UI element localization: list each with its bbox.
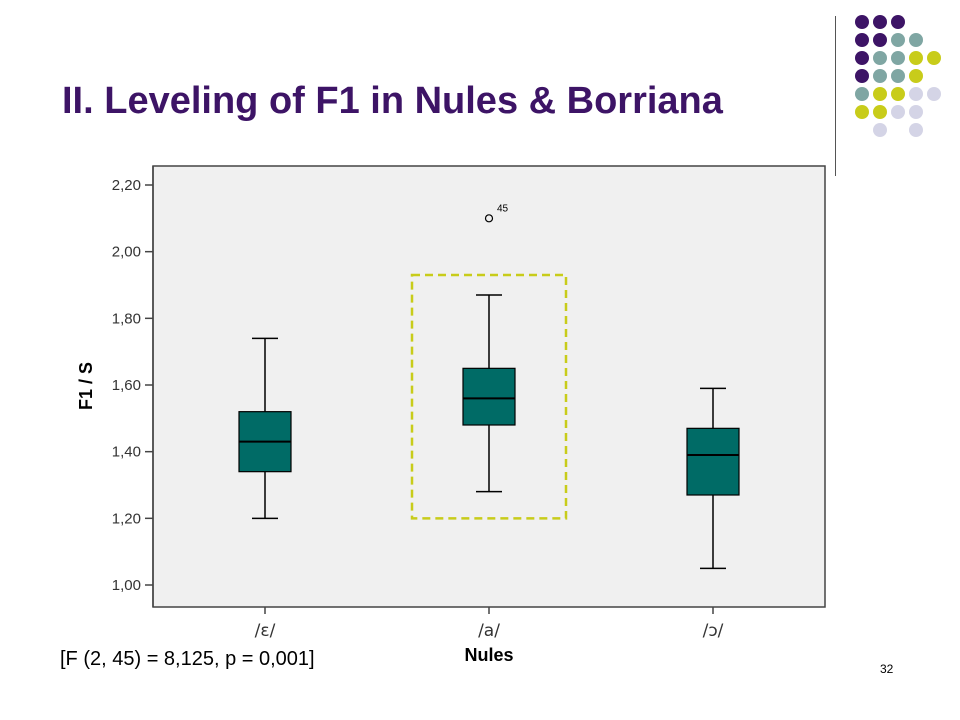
iqr-box (462, 367, 516, 426)
decorative-dot (927, 87, 941, 101)
decorative-dot (909, 51, 923, 65)
decorative-dot (873, 15, 887, 29)
x-tick-label: /ɛ/ (255, 621, 276, 641)
boxes-layer (238, 294, 740, 570)
decorative-dot (909, 87, 923, 101)
highlight-layer (410, 273, 568, 520)
divider-line (835, 16, 836, 176)
statistics-note: [F (2, 45) = 8,125, p = 0,001] (60, 648, 315, 670)
box-2 (462, 294, 516, 493)
decorative-dot-grid (855, 15, 941, 137)
decorative-dot (909, 105, 923, 119)
x-tick-label: /a/ (478, 621, 500, 641)
decorative-dot (927, 51, 941, 65)
decorative-dot (891, 51, 905, 65)
decorative-dot (855, 51, 869, 65)
y-tick-label: 1,00 (112, 577, 141, 594)
outlier-label: 45 (497, 203, 509, 214)
x-axis-label: Nules (464, 645, 513, 665)
x-axis-ticks: /ɛ/ /a/ /ɔ/ (255, 607, 724, 641)
x-tick-label: /ɔ/ (703, 621, 724, 641)
decorative-dot (909, 123, 923, 137)
decorative-dot (873, 69, 887, 83)
y-tick-label: 2,20 (112, 177, 141, 194)
decorative-dot (891, 105, 905, 119)
iqr-box (686, 427, 740, 496)
slide-title: II. Leveling of F1 in Nules & Borriana (62, 80, 723, 122)
decorative-dot (891, 69, 905, 83)
y-tick-label: 1,20 (112, 510, 141, 527)
highlight-box (410, 273, 568, 520)
decorative-dot (873, 123, 887, 137)
box-3 (686, 387, 740, 570)
decorative-dot (891, 15, 905, 29)
decorative-dot (855, 105, 869, 119)
decorative-dot (873, 87, 887, 101)
decorative-dot (855, 69, 869, 83)
y-tick-label: 1,40 (112, 444, 141, 461)
decorative-dot (873, 105, 887, 119)
y-tick-label: 1,80 (112, 310, 141, 327)
y-axis-label: F1 / S (76, 362, 96, 410)
box-1 (238, 337, 292, 520)
decorative-dot (909, 69, 923, 83)
outliers-layer: 45 (484, 203, 509, 223)
slide-number: 32 (880, 662, 894, 676)
outlier-point (484, 214, 494, 223)
decorative-dot (855, 33, 869, 47)
y-axis-ticks: 1,00 1,20 1,40 1,60 1,80 2,00 2,20 (112, 177, 153, 594)
decorative-dot (891, 33, 905, 47)
decorative-dot (855, 15, 869, 29)
decorative-dot (855, 87, 869, 101)
y-tick-label: 2,00 (112, 244, 141, 261)
decorative-dot (873, 51, 887, 65)
y-tick-label: 1,60 (112, 377, 141, 394)
decorative-dot (891, 87, 905, 101)
decorative-dot (873, 33, 887, 47)
decorative-dot (909, 33, 923, 47)
